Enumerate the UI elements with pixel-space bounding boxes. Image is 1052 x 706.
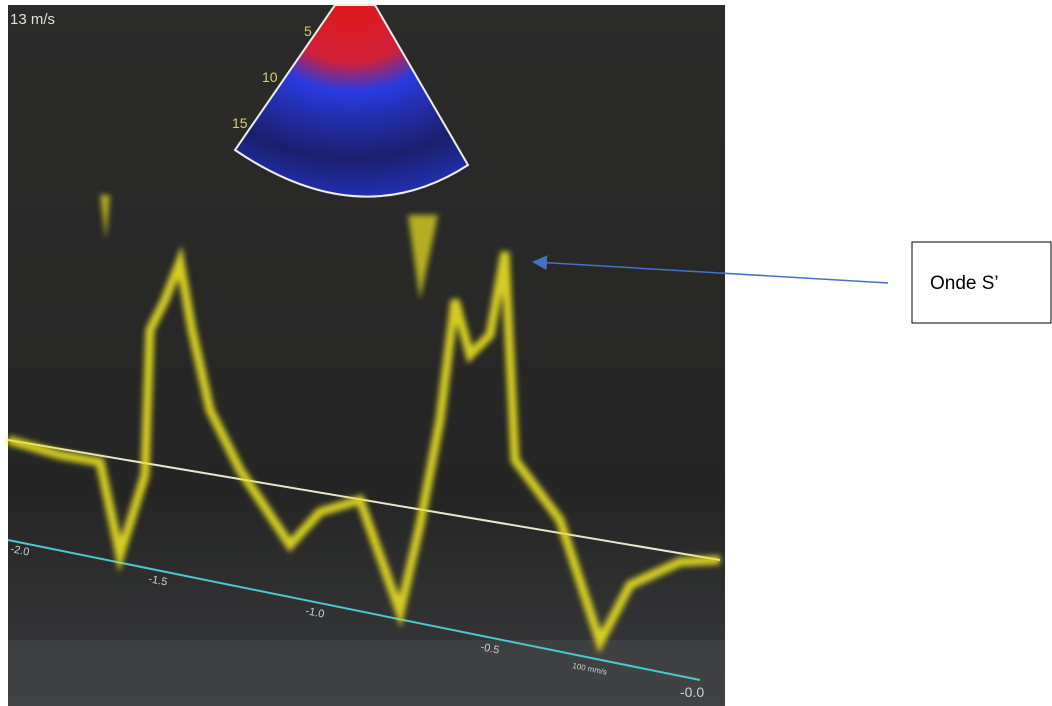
annotation-label: Onde S’ (930, 273, 999, 294)
depth-label: 15 (232, 115, 248, 131)
figure: 5 10 15 13 m/s -2.0 -1.5 -1.0 -0.5 100 m… (0, 0, 1052, 706)
time-tick-label: -0.0 (680, 684, 704, 700)
screen-bezel (8, 640, 725, 706)
depth-label: 10 (262, 69, 278, 85)
velocity-scale-label: 13 m/s (10, 11, 55, 28)
depth-label: 5 (304, 23, 312, 39)
page: 5 10 15 13 m/s -2.0 -1.5 -1.0 -0.5 100 m… (0, 0, 1052, 706)
